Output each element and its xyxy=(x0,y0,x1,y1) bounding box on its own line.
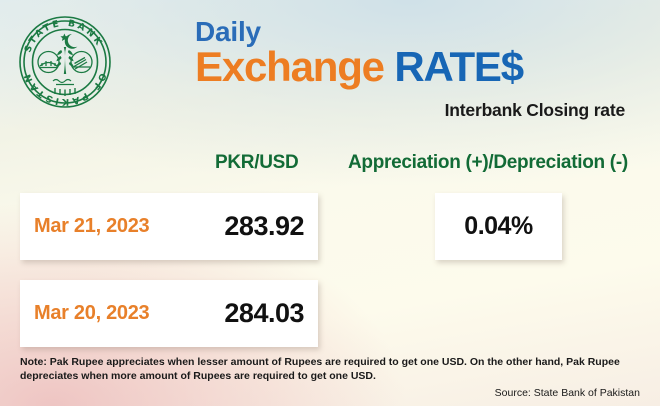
column-header-rate: PKR/USD xyxy=(215,152,299,173)
state-bank-of-pakistan-seal-icon: STATE BANK OF PAKISTAN xyxy=(17,14,113,110)
row-date: Mar 21, 2023 xyxy=(34,215,150,237)
title-daily: Daily xyxy=(195,17,645,47)
title-rates-text: RATE$ xyxy=(394,43,524,90)
table-row: Mar 20, 2023 284.03 xyxy=(20,280,318,347)
footnote: Note: Pak Rupee appreciates when lesser … xyxy=(20,356,620,382)
header: STATE BANK OF PAKISTAN xyxy=(0,0,660,132)
change-value: 0.04% xyxy=(464,212,533,240)
change-card: 0.04% xyxy=(435,193,562,260)
subtitle: Interbank Closing rate xyxy=(444,100,626,120)
source-label: Source: State Bank of Pakistan xyxy=(494,387,640,399)
column-header-change: Appreciation (+)/Depreciation (-) xyxy=(348,152,628,173)
table-row: Mar 21, 2023 283.92 xyxy=(20,193,318,260)
title-daily-text: Daily xyxy=(195,16,261,47)
title-exchange-text: Exchange xyxy=(195,43,385,90)
title-exchange-rates: Exchange RATE$ xyxy=(195,45,645,89)
row-date: Mar 20, 2023 xyxy=(34,302,150,324)
title-block: Daily Exchange RATE$ xyxy=(195,17,645,89)
row-rate-value: 284.03 xyxy=(224,298,304,328)
row-rate-value: 283.92 xyxy=(224,211,304,241)
